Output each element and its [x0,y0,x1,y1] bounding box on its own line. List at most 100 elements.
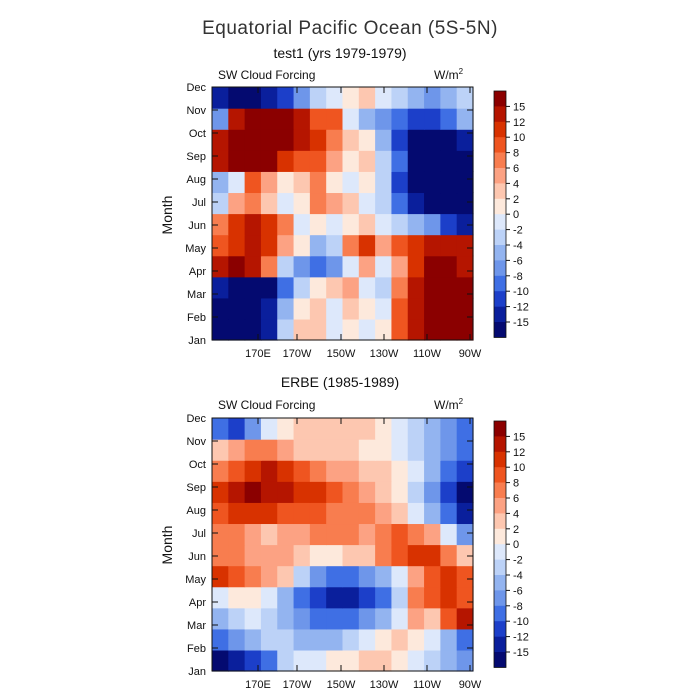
heat-cell [424,234,441,257]
heat-cell [391,586,409,609]
heat-cell [456,460,474,482]
heat-cell [212,439,229,461]
heat-cell [358,318,376,341]
heat-cell [456,481,474,503]
heat-cell [293,481,311,503]
colorbar-label: 10 [513,462,525,474]
heat-cell [228,150,246,172]
heat-cell [212,234,229,257]
heat-cell [244,150,262,172]
y-tick-label: Mar [187,620,206,632]
panel1-units-text: W/m [434,68,459,82]
heat-cell [375,565,393,588]
heat-cell [293,255,311,278]
heat-cell [440,276,458,299]
heat-cell [440,213,458,236]
heat-cell [277,255,295,278]
colorbar-label: -12 [513,632,529,644]
heat-cell [358,649,376,672]
colorbar-label: 10 [513,132,525,144]
heat-cell [424,255,441,278]
heat-cell [375,523,393,546]
heat-cell [375,297,393,320]
heat-cell [244,171,262,194]
y-tick-label: Aug [186,505,206,517]
heat-cell [342,297,360,320]
heat-cell [326,460,344,482]
heat-cell [309,318,327,341]
heat-cell [244,439,262,461]
heat-cell [228,108,246,130]
heat-cell [244,544,262,567]
heat-cell [260,439,278,461]
heat-cell [424,502,441,525]
heat-cell [309,460,327,482]
heat-cell [277,523,295,546]
heat-cell [358,255,376,278]
heat-cell [407,255,425,278]
heat-cell [456,565,474,588]
heat-cell [309,544,327,567]
heat-cell [212,129,229,151]
colorbar-swatch [494,106,506,123]
heat-cell [391,297,409,320]
heat-cell [342,607,360,630]
heat-cell [260,297,278,320]
heat-cell [391,418,409,440]
panel2-variable-label: SW Cloud Forcing [218,398,315,412]
colorbar-label: -6 [513,585,523,597]
colorbar-label: -10 [513,616,529,628]
x-tick-label: 170E [245,348,271,360]
heat-cell [342,481,360,503]
heat-cell [391,318,409,341]
colorbar-label: -12 [513,302,529,314]
heat-cell [407,439,425,461]
colorbar-label: 2 [513,194,519,206]
heat-cell [228,213,246,236]
heat-cell [407,460,425,482]
heat-cell [309,150,327,172]
heat-cell [456,628,474,651]
heat-cell [277,565,295,588]
heat-cell [212,108,229,130]
heat-cell [212,481,229,503]
heat-cell [212,192,229,215]
heat-cell [456,586,474,609]
heat-cell [456,87,474,109]
heat-cell [456,213,474,236]
colorbar-label: 15 [513,431,525,443]
colorbar-label: -8 [513,601,523,613]
heat-cell [456,129,474,151]
heat-cell [293,523,311,546]
heat-cell [424,213,441,236]
heat-cell [244,607,262,630]
heat-cell [391,649,409,672]
heat-cell [342,318,360,341]
heat-cell [424,108,441,130]
heat-cell [391,129,409,151]
x-tick-label: 170E [245,679,271,691]
heat-cell [326,502,344,525]
heat-cell [407,171,425,194]
heat-cell [407,234,425,257]
heat-cell [228,649,246,672]
heat-cell [326,565,344,588]
heat-cell [309,171,327,194]
heat-cell [440,234,458,257]
heat-cell [212,418,229,440]
heat-cell [309,213,327,236]
heat-cell [326,213,344,236]
colorbar-swatch [494,168,506,184]
heat-cell [342,171,360,194]
panel-erbe: ERBE (1985-1989) SW Cloud Forcing W/m2 M… [159,374,482,691]
heat-cell [358,439,376,461]
heat-cell [260,649,278,672]
heat-cell [326,586,344,609]
heat-cell [277,213,295,236]
heat-cell [391,544,409,567]
heat-cell [326,87,344,109]
heat-cell [456,439,474,461]
panel2-subtitle: ERBE (1985-1989) [281,374,399,390]
heat-cell [342,213,360,236]
colorbar-swatch [494,528,506,545]
